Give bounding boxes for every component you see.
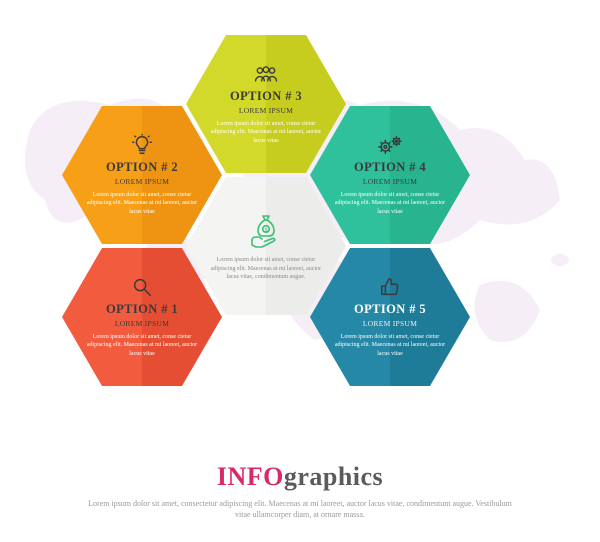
hex-subtitle: LOREM IPSUM xyxy=(363,177,417,186)
hex-subtitle: LOREM IPSUM xyxy=(115,319,169,328)
footer: INFOgraphics Lorem ipsum dolor sit amet,… xyxy=(0,462,600,520)
hex-opt1: OPTION # 1 LOREM IPSUM Lorem ipsum dolor s… xyxy=(62,248,222,386)
hex-title: OPTION # 4 xyxy=(354,160,426,175)
hex-title: OPTION # 5 xyxy=(354,302,426,317)
hex-subtitle: LOREM IPSUM xyxy=(239,106,293,115)
gears-icon xyxy=(377,134,403,156)
hex-title: OPTION # 1 xyxy=(106,302,178,317)
hex-opt4: OPTION # 4 LOREM IPSUM Lorem ipsum dolor s… xyxy=(310,106,470,244)
hex-center: $ Lorem ipsum dolor sit amet, conse ctet… xyxy=(186,177,346,315)
hex-title: OPTION # 2 xyxy=(106,160,178,175)
hex-description: Lorem ipsum dolor sit amet, conse ctetur… xyxy=(210,120,322,144)
hexagon-cluster: OPTION # 1 LOREM IPSUM Lorem ipsum dolor s… xyxy=(0,30,600,450)
hex-opt3: OPTION # 3 LOREM IPSUM Lorem ipsum dolor s… xyxy=(186,35,346,173)
moneybag-icon: $ xyxy=(245,210,287,250)
hex-description: Lorem ipsum dolor sit amet, conse ctetur… xyxy=(210,256,322,281)
footer-description: Lorem ipsum dolor sit amet, consectetur … xyxy=(80,498,520,520)
hex-opt2: OPTION # 2 LOREM IPSUM Lorem ipsum dolor s… xyxy=(62,106,222,244)
hex-description: Lorem ipsum dolor sit amet, conse ctetur… xyxy=(86,333,198,357)
hex-subtitle: LOREM IPSUM xyxy=(363,319,417,328)
footer-title: INFOgraphics xyxy=(0,462,600,492)
hex-title: OPTION # 3 xyxy=(230,89,302,104)
hex-description: Lorem ipsum dolor sit amet, conse ctetur… xyxy=(334,191,446,215)
people-icon xyxy=(253,63,279,85)
thumbsup-icon xyxy=(377,276,403,298)
magnifier-icon xyxy=(129,276,155,298)
footer-title-prefix: INFO xyxy=(217,462,284,491)
svg-text:$: $ xyxy=(265,228,268,234)
lightbulb-icon xyxy=(129,134,155,156)
hex-subtitle: LOREM IPSUM xyxy=(115,177,169,186)
hex-description: Lorem ipsum dolor sit amet, conse ctetur… xyxy=(334,333,446,357)
hex-opt5: OPTION # 5 LOREM IPSUM Lorem ipsum dolor s… xyxy=(310,248,470,386)
hex-description: Lorem ipsum dolor sit amet, conse ctetur… xyxy=(86,191,198,215)
footer-title-suffix: graphics xyxy=(284,462,383,491)
